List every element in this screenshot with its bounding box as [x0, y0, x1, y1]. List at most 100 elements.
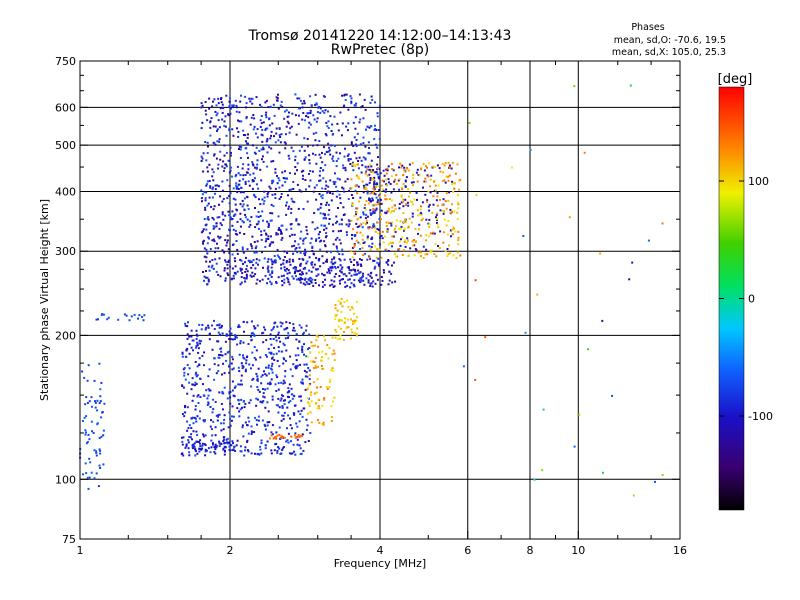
- data-point: [283, 268, 286, 271]
- data-point: [232, 394, 235, 397]
- data-point: [386, 169, 389, 172]
- data-point: [255, 251, 258, 254]
- data-point: [369, 275, 372, 278]
- data-point: [183, 367, 186, 370]
- data-point: [231, 380, 234, 383]
- data-point: [190, 433, 193, 436]
- data-point: [404, 218, 407, 221]
- data-point: [242, 174, 245, 177]
- data-point: [369, 200, 372, 203]
- data-point: [369, 179, 372, 182]
- data-point: [203, 247, 206, 250]
- data-point: [224, 163, 227, 166]
- data-point: [384, 235, 386, 238]
- data-point: [190, 388, 193, 391]
- data-point: [200, 127, 203, 130]
- data-point: [257, 216, 260, 218]
- data-point: [194, 450, 197, 453]
- data-point: [92, 432, 95, 434]
- data-point: [246, 264, 248, 267]
- data-point: [346, 318, 349, 321]
- data-point: [322, 169, 325, 172]
- data-point: [277, 215, 280, 218]
- data-point: [341, 122, 344, 125]
- data-point: [251, 102, 254, 105]
- data-point: [90, 471, 93, 474]
- data-point: [227, 259, 230, 262]
- data-point: [318, 105, 321, 108]
- data-point: [365, 128, 368, 131]
- data-point: [209, 425, 212, 428]
- data-point: [214, 258, 217, 261]
- data-point: [284, 436, 287, 439]
- data-point: [279, 399, 282, 402]
- data-point: [327, 203, 330, 206]
- data-point: [303, 278, 306, 281]
- data-point: [191, 445, 194, 448]
- data-point: [311, 221, 314, 224]
- data-point: [338, 279, 341, 282]
- data-point: [361, 105, 364, 107]
- data-point: [201, 323, 204, 326]
- data-point: [216, 140, 219, 143]
- data-point: [198, 417, 201, 420]
- data-point: [339, 269, 342, 272]
- data-point: [302, 242, 305, 245]
- data-point: [348, 219, 351, 222]
- data-point: [381, 188, 384, 191]
- data-point: [378, 264, 381, 267]
- data-point: [317, 365, 319, 368]
- data-point: [181, 440, 184, 443]
- data-point: [249, 274, 252, 277]
- data-point: [98, 362, 101, 365]
- data-point: [318, 240, 321, 243]
- data-point: [453, 182, 456, 185]
- data-point: [244, 180, 247, 183]
- data-point: [417, 228, 420, 231]
- data-point: [230, 332, 233, 335]
- data-point: [239, 203, 242, 206]
- data-point: [383, 174, 386, 177]
- data-point: [202, 170, 205, 173]
- data-point: [216, 340, 219, 343]
- data-point: [428, 203, 431, 206]
- data-point: [289, 400, 292, 403]
- data-point: [416, 209, 419, 212]
- data-point: [202, 383, 204, 386]
- data-point: [288, 131, 291, 134]
- data-point: [369, 192, 372, 195]
- data-point: [327, 127, 330, 129]
- data-point: [198, 323, 201, 326]
- data-point: [205, 248, 208, 251]
- data-point: [273, 347, 276, 349]
- data-point: [385, 212, 388, 215]
- data-point: [268, 244, 271, 247]
- data-point: [266, 220, 269, 223]
- data-point: [369, 163, 372, 166]
- data-point: [442, 198, 445, 201]
- data-point: [99, 388, 102, 391]
- data-point: [336, 309, 339, 312]
- data-point: [372, 179, 375, 182]
- data-point: [315, 275, 318, 277]
- data-point: [283, 141, 286, 144]
- data-point: [261, 419, 264, 422]
- data-point: [301, 435, 303, 438]
- data-point: [425, 234, 428, 237]
- data-point: [286, 115, 289, 118]
- data-point: [317, 405, 320, 408]
- data-point: [297, 270, 300, 272]
- data-point: [207, 326, 210, 329]
- data-point: [205, 159, 208, 162]
- data-point: [404, 245, 407, 248]
- data-point: [297, 433, 300, 436]
- data-point: [434, 166, 437, 169]
- data-point: [285, 204, 287, 207]
- data-point: [241, 364, 244, 367]
- data-point: [404, 221, 407, 224]
- data-point: [279, 229, 282, 232]
- data-point: [299, 99, 302, 102]
- data-point: [363, 207, 366, 209]
- data-point: [338, 258, 341, 261]
- data-point: [276, 254, 279, 257]
